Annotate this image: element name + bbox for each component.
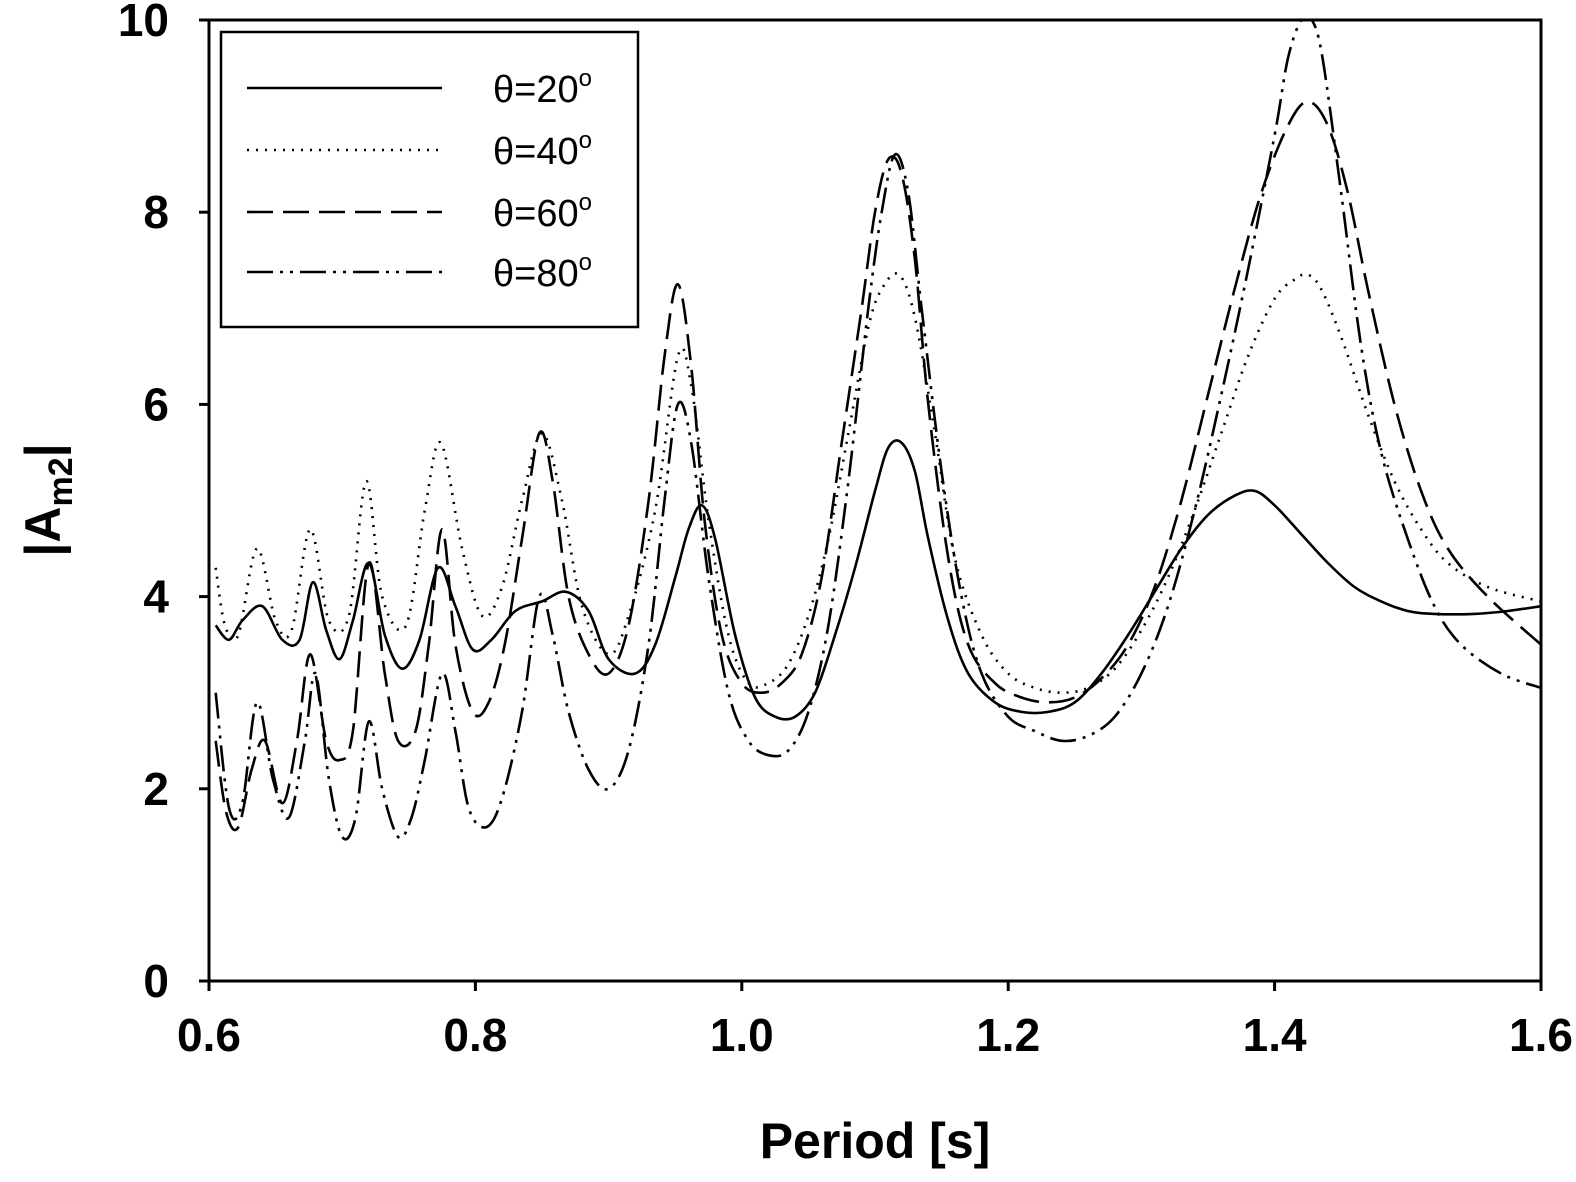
legend-label-text: θ=40 (493, 131, 579, 173)
legend-label-2: θ=40o (493, 127, 592, 173)
y-axis-title: |Am2| (15, 443, 80, 556)
y-tick-label: 6 (143, 378, 169, 430)
x-axis: 0.6 0.8 1.0 1.2 1.4 1.6 (177, 981, 1573, 1061)
legend-label-3: θ=60o (493, 189, 592, 235)
legend-label-degree: o (579, 127, 592, 154)
series-layer (214, 20, 1541, 841)
legend-box (219, 30, 640, 329)
x-tick-label: 1.0 (710, 1009, 774, 1061)
legend-label-text: θ=60 (493, 193, 579, 235)
plot-frame (207, 18, 1543, 983)
x-tick-label: 1.2 (976, 1009, 1040, 1061)
legend-label-degree: o (579, 249, 592, 276)
series-line-3 (214, 100, 1541, 832)
x-tick-label: 1.6 (1509, 1009, 1573, 1061)
y-tick-label: 8 (143, 186, 169, 238)
legend-label-4: θ=80o (493, 249, 592, 295)
y-tick-label: 2 (143, 763, 169, 815)
y-axis-title-main: |A (15, 507, 72, 557)
series-line-1 (214, 439, 1541, 721)
x-tick-label: 0.6 (177, 1009, 241, 1061)
y-axis-title-sub: m2 (42, 457, 80, 506)
legend-label-degree: o (579, 189, 592, 216)
series-line-4 (214, 20, 1541, 841)
x-tick-label: 0.8 (443, 1009, 507, 1061)
legend-label-text: θ=80 (493, 253, 579, 295)
y-tick-label: 10 (118, 0, 169, 46)
y-axis-title-end: | (15, 443, 72, 457)
x-axis-title: Period [s] (760, 1113, 991, 1169)
y-tick-label: 0 (143, 955, 169, 1007)
legend-label-text: θ=20 (493, 69, 579, 111)
legend-label-degree: o (579, 65, 592, 92)
y-tick-label: 4 (143, 571, 169, 623)
legend-label-1: θ=20o (493, 65, 592, 111)
y-axis: 0 2 4 6 8 10 (118, 0, 209, 1007)
x-tick-label: 1.4 (1243, 1009, 1307, 1061)
